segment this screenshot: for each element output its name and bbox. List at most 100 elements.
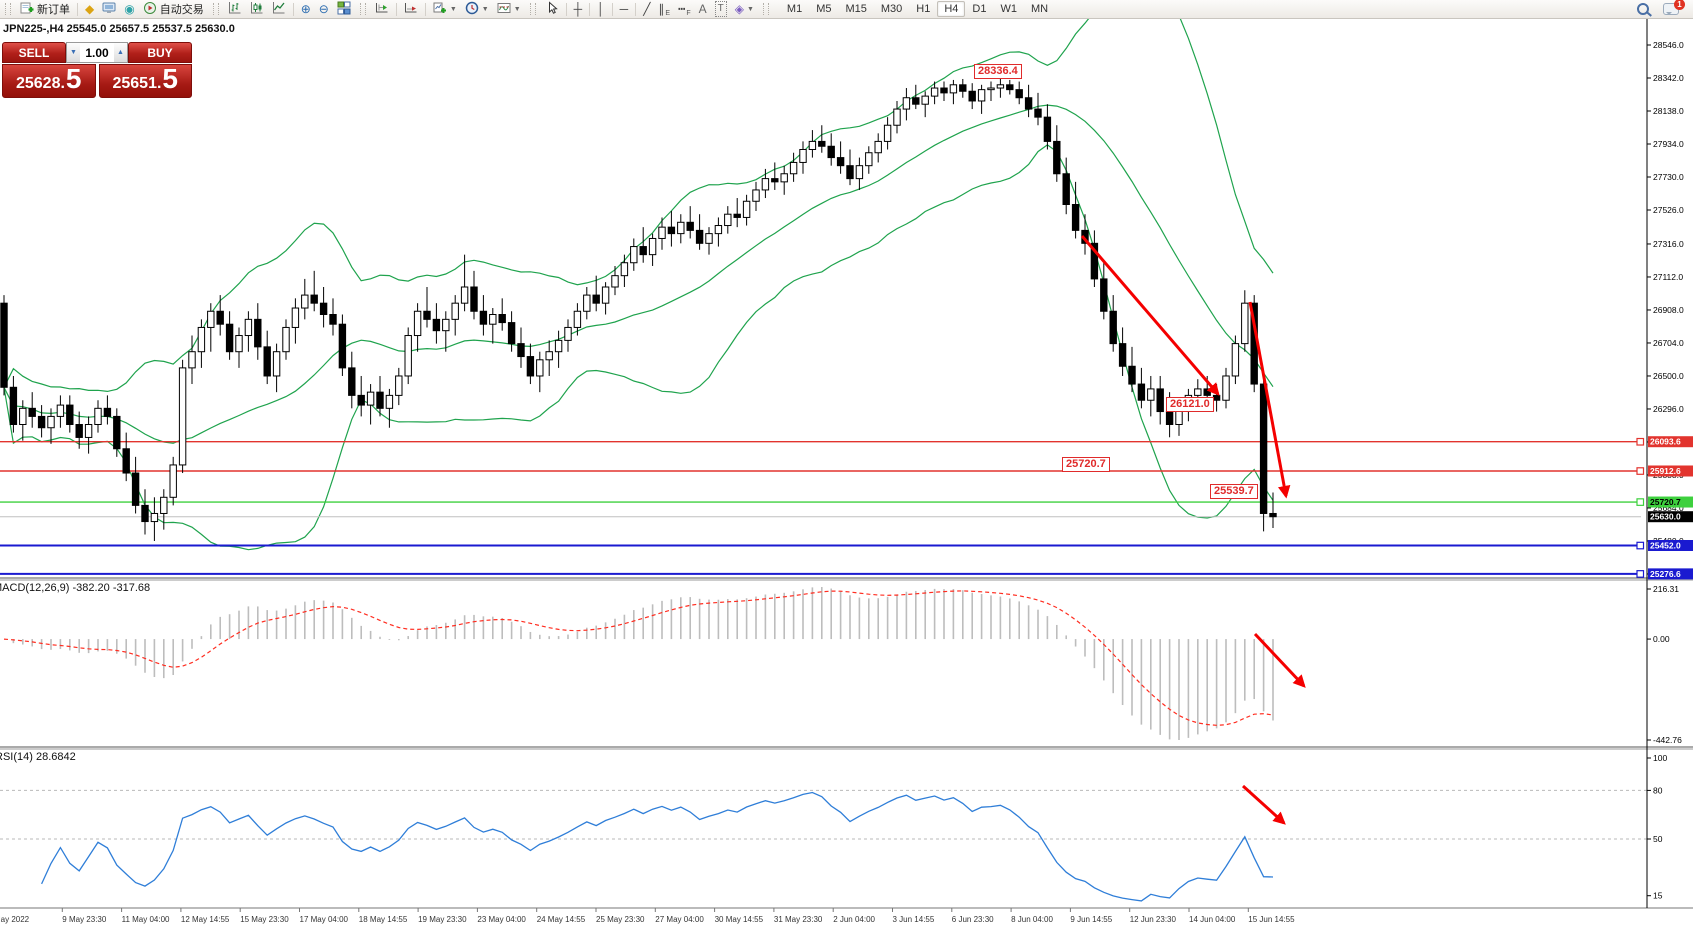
tile-windows-button[interactable] [333, 0, 355, 18]
timeframe-button-D1[interactable]: D1 [972, 3, 987, 15]
zoom-in-button[interactable]: ⊕ [297, 0, 315, 18]
price-marker-25720[interactable]: 25720.7 [1062, 457, 1110, 472]
cursor-button[interactable] [541, 0, 563, 18]
volume-decrease-button[interactable]: ▼ [67, 43, 80, 62]
candle-chart-button[interactable] [246, 0, 268, 18]
dropdown-caret-icon: ▼ [513, 5, 521, 13]
new-order-button[interactable]: 新订单 [16, 0, 74, 18]
timeframe-button-M1[interactable]: M1 [786, 3, 803, 15]
timeframe-button-W1[interactable]: W1 [1000, 3, 1017, 15]
time-axis-label: 25 May 23:30 [596, 915, 645, 924]
sell-price[interactable]: 25628. 5 [2, 64, 96, 98]
chart-shift-button[interactable] [371, 0, 393, 18]
one-click-trading-widget: SELL ▼ ▲ BUY 25628. 5 25651. 5 [2, 42, 192, 98]
volume-input[interactable] [80, 43, 114, 62]
timeframe-button-M30[interactable]: M30 [880, 3, 903, 15]
zoom-out-button[interactable]: ⊖ [315, 0, 333, 18]
time-axis-label: 2 Jun 04:00 [833, 915, 875, 924]
macd-label: MACD(12,26,9) -382.20 -317.68 [0, 582, 151, 594]
timeframe-button-H1[interactable]: H1 [916, 3, 931, 15]
new-chart-button[interactable]: ▼ [429, 0, 461, 18]
line-handle[interactable] [1636, 437, 1645, 446]
equidistant-channel-icon: ∥ [658, 2, 665, 16]
bar-chart-button[interactable] [224, 0, 246, 18]
line-handle[interactable] [1636, 498, 1645, 506]
axis-price-tag-label: 25912.6 [1650, 466, 1681, 476]
equidistant-channel-button[interactable]: ∥ E [654, 0, 674, 18]
line-handle[interactable] [1636, 570, 1645, 578]
buy-price[interactable]: 25651. 5 [98, 64, 192, 98]
deposit-icon[interactable]: ◆ [81, 0, 98, 18]
price-scale[interactable] [1647, 18, 1693, 906]
line-handle[interactable] [1636, 467, 1645, 475]
sell-price-fraction: 5 [65, 63, 82, 94]
macd-arrow[interactable] [1253, 632, 1306, 688]
timeframe-toolbar: M1 M5 M15 M30 H1 H4 D1 W1 MN [780, 1, 1055, 17]
bollinger-middle-band [3, 104, 1274, 444]
indicators-icon [497, 1, 511, 18]
time-axis-label: 27 May 04:00 [655, 915, 704, 924]
trendline-icon: ╱ [643, 2, 651, 16]
line-handle[interactable] [1636, 541, 1645, 550]
trendline-button[interactable]: ╱ [639, 0, 654, 18]
new-order-icon [20, 1, 34, 18]
time-axis-label: 19 May 23:30 [418, 915, 467, 924]
price-marker-25539[interactable]: 25539.7 [1210, 484, 1258, 499]
timeframe-button-MN[interactable]: MN [1030, 3, 1049, 15]
price-tick-label: 27112.0 [1653, 272, 1683, 282]
macd-tick-label: -442.76 [1653, 735, 1682, 745]
auto-scroll-button[interactable] [400, 0, 422, 18]
fibonacci-button[interactable]: ┅ F [674, 0, 695, 18]
price-tick-label: 25684.0 [1653, 503, 1684, 513]
indicators-button[interactable]: ▼ [493, 0, 525, 18]
vertical-line-icon: │ [597, 2, 605, 16]
new-chart-icon [433, 1, 447, 18]
volume-increase-button[interactable]: ▲ [114, 43, 127, 62]
bar-chart-icon [228, 1, 242, 18]
timeframe-button-M15[interactable]: M15 [845, 3, 867, 15]
toolbar-grip [529, 3, 536, 15]
text-label-button[interactable]: T [711, 0, 731, 18]
chat-icon[interactable]: 1 [1663, 0, 1685, 15]
time-axis-label: 12 Jun 23:30 [1130, 915, 1177, 924]
market-watch-button[interactable] [98, 0, 120, 18]
text-button[interactable]: A [695, 0, 711, 18]
axis-price-tag [1648, 496, 1693, 508]
arrows-button[interactable]: ◈ ▼ [731, 0, 758, 18]
toolbar-grip [212, 3, 219, 15]
crosshair-icon: ┼ [573, 2, 583, 16]
horizontal-line-button[interactable]: ─ [616, 0, 633, 18]
price-marker-28336[interactable]: 28336.4 [974, 64, 1022, 79]
fibonacci-icon: ┅ [678, 2, 686, 16]
line-chart-button[interactable] [268, 0, 290, 18]
timeframe-button-H4[interactable]: H4 [937, 1, 966, 17]
rsi-line [41, 791, 1274, 902]
zoom-out-icon: ⊖ [318, 2, 329, 16]
chart-shift-icon [375, 1, 389, 18]
price-marker-26121[interactable]: 26121.0 [1166, 397, 1214, 412]
rsi-arrow[interactable] [1241, 784, 1286, 825]
new-order-button-label: 新订单 [37, 4, 70, 16]
tile-windows-icon [337, 1, 351, 18]
toolbar-grip [5, 3, 11, 15]
vertical-line-button[interactable]: │ [593, 0, 609, 18]
crosshair-button[interactable]: ┼ [570, 0, 587, 18]
toolbar-separator [424, 2, 426, 16]
deposit-icon-icon: ◆ [85, 2, 95, 16]
candlesticks[interactable] [0, 78, 1277, 541]
buy-button[interactable]: BUY [128, 42, 192, 63]
periods-button[interactable]: ▼ [461, 0, 493, 18]
time-axis-label: 23 May 04:00 [477, 915, 526, 924]
sell-button[interactable]: SELL [2, 42, 66, 63]
macd-tick-label: 0.00 [1653, 634, 1670, 644]
timeframe-button-M5[interactable]: M5 [816, 3, 832, 15]
axis-price-tag-label: 25276.6 [1650, 569, 1681, 579]
autotrading-button[interactable]: 自动交易 [139, 0, 208, 18]
notification-badge: 1 [1674, 0, 1685, 10]
signals-button[interactable]: ◉ [120, 0, 138, 18]
time-scale[interactable] [0, 909, 1693, 939]
downtrend-arrow-main[interactable] [1080, 235, 1220, 396]
breakdown-arrow-main[interactable] [1248, 301, 1291, 499]
search-icon[interactable] [1637, 3, 1649, 15]
